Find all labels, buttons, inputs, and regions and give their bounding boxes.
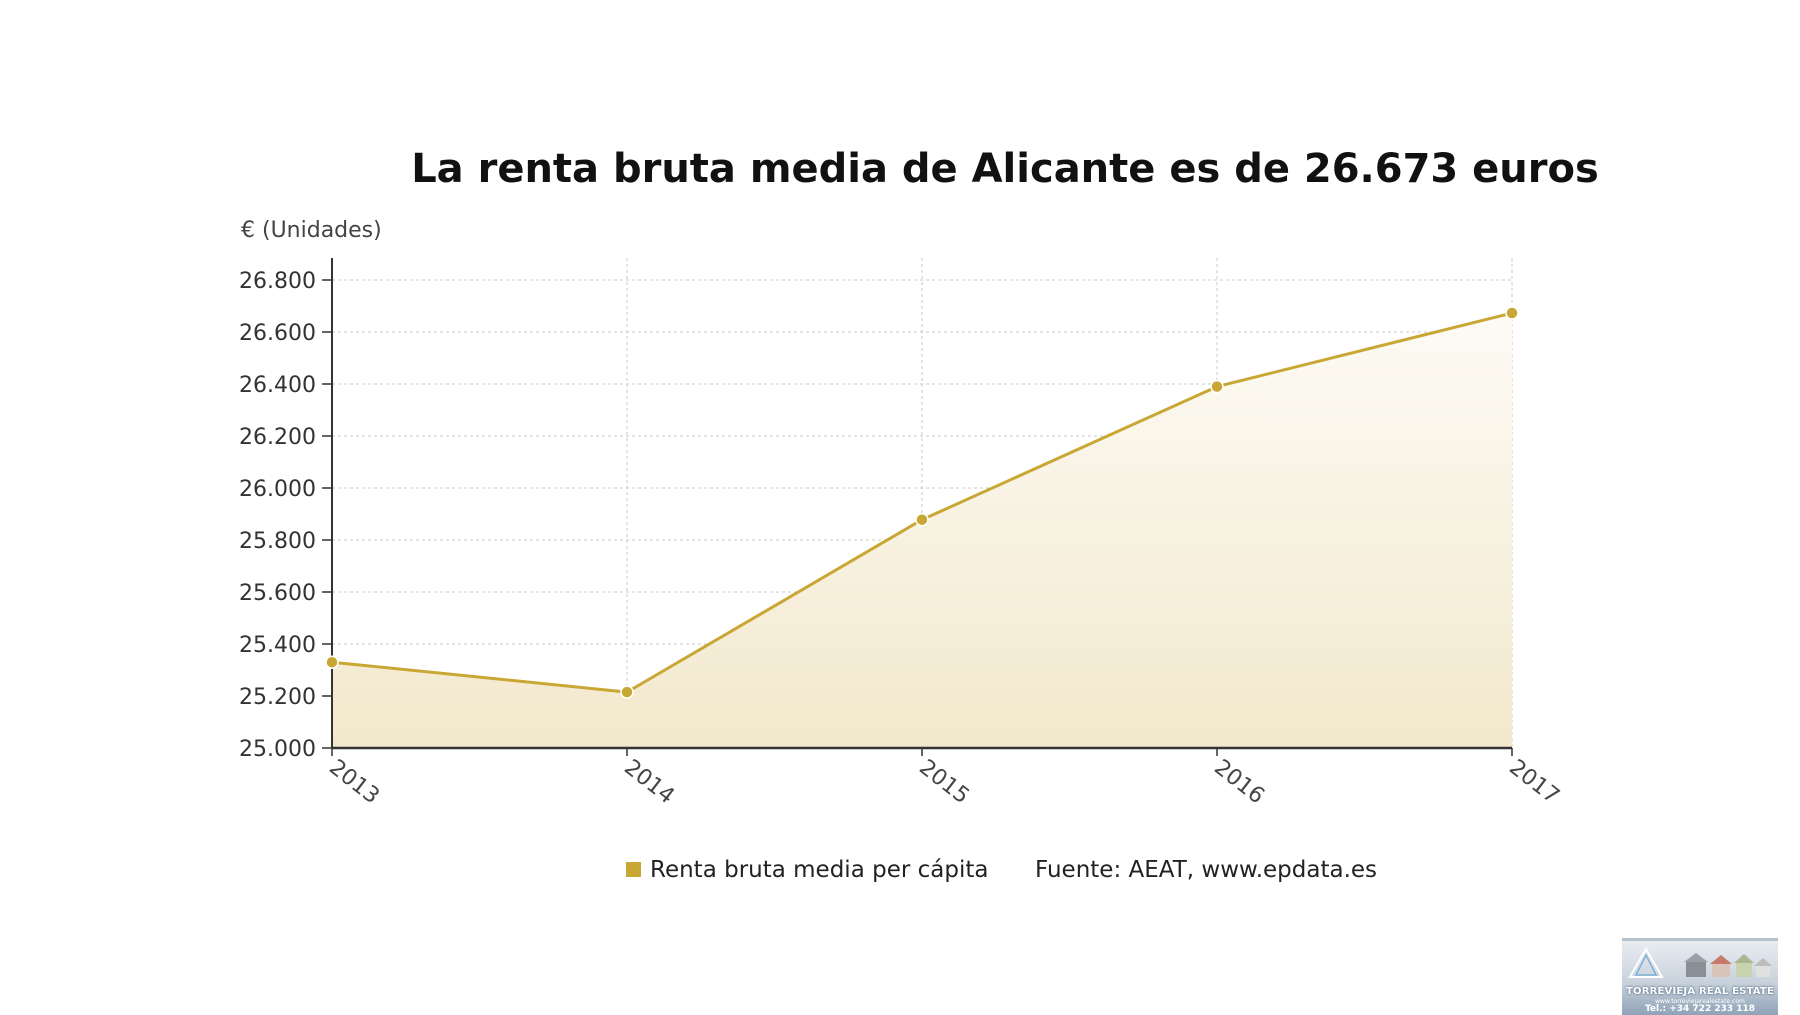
legend: Renta bruta media per cápita Fuente: AEA…	[626, 857, 1377, 883]
x-tick-label: 2016	[1209, 755, 1269, 809]
series-area	[332, 313, 1512, 748]
data-point	[915, 512, 929, 527]
y-tick-label: 25.600	[239, 581, 316, 606]
watermark-name: TORREVIEJA REAL ESTATE	[1625, 986, 1774, 997]
watermark-phone: Tel.: +34 722 233 118	[1644, 1004, 1756, 1014]
point-layer	[325, 306, 1519, 699]
data-point	[1210, 379, 1224, 394]
x-tick-label: 2014	[619, 755, 679, 809]
house-icon	[1628, 947, 1772, 978]
y-tick-label: 25.400	[239, 633, 316, 658]
x-tick-label: 2013	[324, 755, 384, 809]
x-tick-label: 2017	[1504, 755, 1564, 809]
y-tick-label: 25.200	[239, 685, 316, 710]
legend-swatch	[626, 862, 641, 877]
area-layer	[332, 313, 1512, 748]
y-tick-label: 26.800	[239, 269, 316, 294]
data-point	[620, 685, 634, 699]
x-tick-label: 2015	[914, 755, 974, 809]
y-unit-label: € (Unidades)	[241, 218, 382, 243]
chart-title: La renta bruta media de Alicante es de 2…	[411, 146, 1599, 192]
y-tick-label: 26.600	[239, 321, 316, 346]
y-tick-label: 25.800	[239, 529, 316, 554]
source-label: Fuente: AEAT, www.epdata.es	[1035, 857, 1377, 883]
watermark-logo: TORREVIEJA REAL ESTATE www.torreviejarea…	[1622, 938, 1778, 1015]
data-point	[1505, 306, 1519, 320]
y-tick-label: 26.000	[239, 477, 316, 502]
watermark-web: www.torreviejarealestate.com	[1655, 998, 1745, 1005]
data-point	[325, 655, 339, 669]
y-tick-label: 26.200	[239, 425, 316, 450]
legend-series-label: Renta bruta media per cápita	[650, 857, 988, 883]
y-tick-labels: 26.800 26.600 26.400 26.200 26.000 25.800 25.6…	[239, 269, 316, 762]
y-tick-label: 25.000	[239, 737, 316, 762]
x-tick-labels: 2013 2014 2015 2016 2017	[324, 755, 1564, 809]
y-tick-label: 26.400	[239, 373, 316, 398]
